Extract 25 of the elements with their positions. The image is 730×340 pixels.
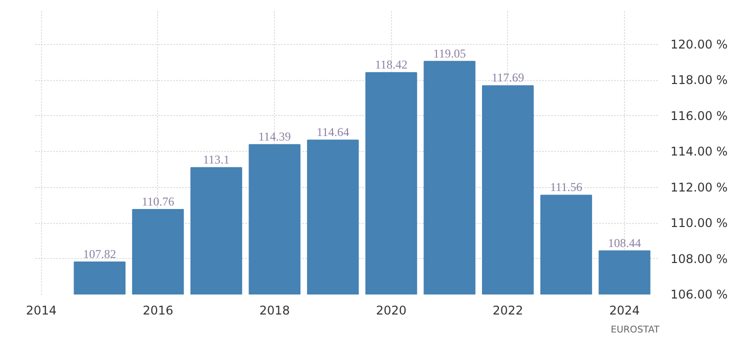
data-label: 107.82 [83,246,116,261]
y-tick-label: 120.00 % [670,37,728,52]
data-label: 118.42 [374,58,408,72]
y-tick-label: 110.00 % [670,216,728,230]
x-tick-label: 2014 [26,304,57,318]
x-tick-label: 2018 [259,304,290,318]
y-tick-label: 108.00 % [670,252,728,266]
data-label: 114.64 [316,125,350,140]
x-tick-label: 2024 [609,304,640,318]
data-label: 108.44 [608,236,642,250]
text: EUROSTAT [610,324,660,336]
x-tick-label: 2022 [492,304,524,318]
data-label: 114.39 [258,130,291,144]
y-tick-label: 116.00 % [670,108,728,123]
x-tick-label: 2016 [142,304,174,318]
data-label: 110.76 [142,194,174,208]
data-label: 117.69 [492,70,524,85]
data-label: 113.1 [203,152,230,167]
y-tick-label: 118.00 % [670,73,728,88]
y-tick-label: 114.00 % [670,144,728,159]
y-tick-label: 106.00 % [670,288,728,302]
data-label: 111.56 [550,180,582,194]
y-tick-label: 112.00 % [670,180,728,194]
data-label: 119.05 [433,46,466,60]
x-tick-label: 2020 [376,304,407,318]
